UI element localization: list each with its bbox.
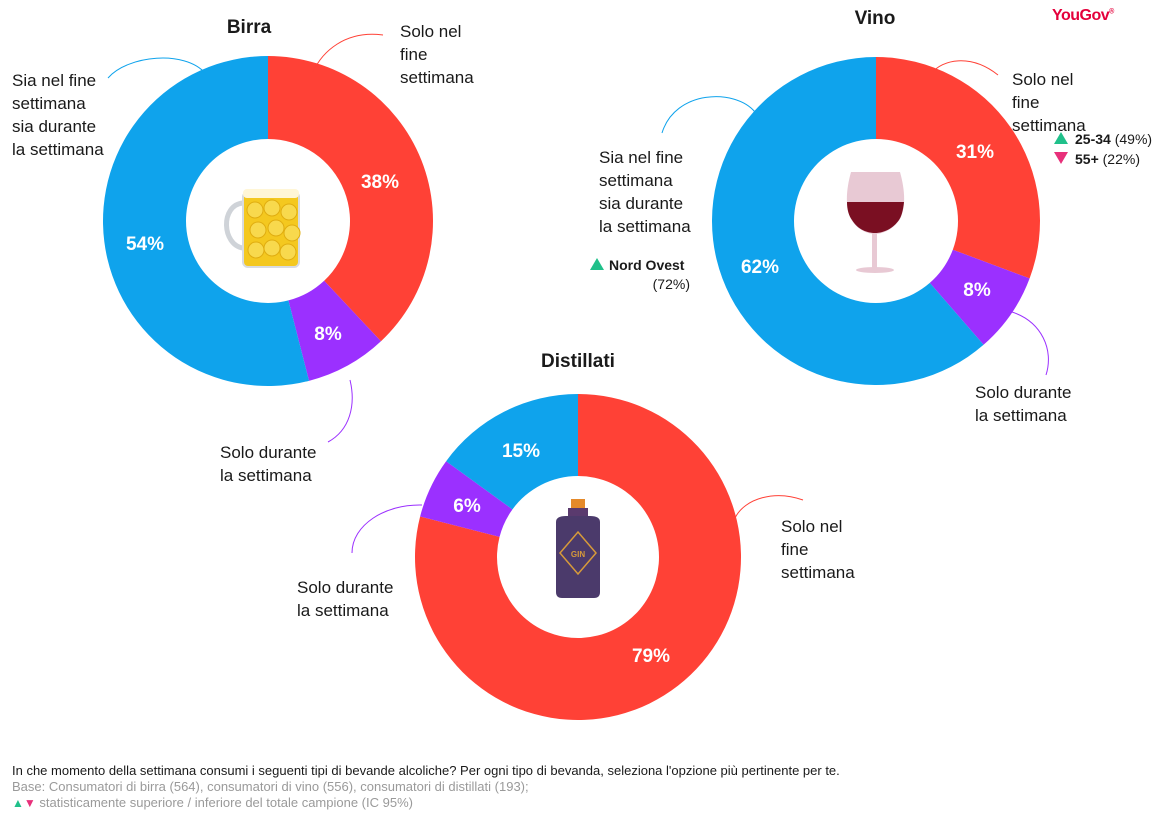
category-label-both: settimana	[599, 171, 673, 190]
category-label-weekday: la settimana	[975, 406, 1067, 425]
chart-title: Distillati	[541, 351, 615, 372]
category-label-weekend: settimana	[400, 68, 474, 87]
leader-line-weekend	[931, 60, 999, 76]
slice-weekend	[268, 56, 433, 342]
category-label-weekend: Solo nel	[1012, 70, 1073, 89]
bubble	[247, 241, 265, 259]
survey-question: In che momento della settimana consumi i…	[12, 763, 840, 778]
category-label-both: settimana	[12, 94, 86, 113]
glass-stem	[872, 233, 877, 269]
slice-weekday	[929, 249, 1030, 345]
leader-line-weekday	[351, 504, 423, 554]
data-label-weekend: 38%	[361, 172, 399, 193]
data-label-both: 62%	[741, 257, 779, 278]
yougov-logo: YouGov®	[1052, 7, 1114, 24]
bubble	[246, 201, 264, 219]
category-label-weekend: Solo nel	[781, 517, 842, 536]
category-label-weekend: fine	[781, 540, 808, 559]
chart-footer: In che momento della settimana consumi i…	[12, 763, 1152, 811]
bubble	[267, 219, 285, 237]
triangle-down-icon	[1054, 152, 1068, 164]
slice-both	[102, 56, 310, 386]
significance-annotation-group: Nord Ovest	[609, 257, 685, 273]
chart-title: Birra	[227, 17, 272, 38]
category-label-both: sia durante	[12, 117, 96, 136]
leader-line-both	[661, 96, 756, 134]
significance-note: ▲▼ statisticamente superiore / inferiore…	[12, 795, 1152, 811]
category-label-both: la settimana	[599, 217, 691, 236]
bubble	[263, 239, 281, 257]
category-label-both: Sia nel fine	[599, 148, 683, 167]
glass-base	[856, 267, 894, 273]
bottle-label-frame	[559, 530, 597, 576]
category-label-both: Sia nel fine	[12, 71, 96, 90]
slice-weekend	[876, 57, 1040, 279]
bubble	[263, 199, 281, 217]
leader-line-weekend	[312, 33, 384, 73]
bubble	[280, 203, 298, 221]
data-label-weekday: 6%	[453, 496, 481, 517]
donut-chart-birra: Birra 38% Solo nel fine settimana 8% Solo dura…	[12, 17, 474, 485]
bottle-neck	[568, 508, 588, 517]
data-label-weekday: 8%	[314, 324, 342, 345]
significance-annotation-value: (72%)	[653, 276, 690, 292]
bubble	[283, 224, 301, 242]
category-label-weekend: fine	[400, 45, 427, 64]
significance-annotation: 25-34 (49%)	[1075, 131, 1152, 147]
data-label-weekend: 79%	[632, 646, 670, 667]
slice-weekday	[288, 280, 381, 381]
significance-annotation: 55+ (22%)	[1075, 151, 1140, 167]
donut-chart-distillati: Distillati 79% Solo nel fine settimana 6% Solo…	[297, 351, 855, 720]
bottle-cap	[571, 499, 585, 509]
leader-line-weekend	[734, 495, 804, 519]
slice-both	[711, 57, 984, 385]
gin-bottle-icon: GIN	[556, 499, 600, 598]
mug-foam	[243, 189, 299, 198]
mug-handle	[224, 200, 244, 251]
survey-base: Base: Consumatori di birra (564), consum…	[12, 779, 529, 794]
leader-line-both	[107, 57, 206, 79]
wine-glass-icon	[846, 172, 905, 273]
data-label-both: 15%	[502, 441, 540, 462]
category-label-weekend: Solo nel	[400, 22, 461, 41]
category-label-weekday: Solo durante	[297, 578, 393, 597]
donut-chart-vino: Vino 31% Solo nel fine settimana 8% Solo duran…	[599, 8, 1086, 425]
chart-title: Vino	[855, 8, 896, 29]
bubble	[249, 221, 267, 239]
bottle-label-text: GIN	[571, 550, 585, 559]
triangle-up-icon	[1054, 132, 1068, 144]
leader-line-weekday	[327, 379, 353, 443]
category-label-both: la settimana	[12, 140, 104, 159]
leader-line-weekday	[1011, 311, 1049, 376]
triangle-down-icon: ▼	[23, 796, 36, 810]
data-label-weekend: 31%	[956, 142, 994, 163]
significance-text: statisticamente superiore / inferiore de…	[39, 795, 413, 810]
category-label-weekday: Solo durante	[220, 443, 316, 462]
wine	[847, 202, 904, 233]
triangle-up-icon	[590, 258, 604, 270]
category-label-weekend: settimana	[1012, 116, 1086, 135]
slice-weekend	[415, 394, 741, 720]
data-label-both: 54%	[126, 234, 164, 255]
category-label-weekend: settimana	[781, 563, 855, 582]
category-label-weekend: fine	[1012, 93, 1039, 112]
data-label-weekday: 8%	[963, 280, 991, 301]
slice-weekday	[420, 461, 513, 537]
triangle-up-icon: ▲	[12, 796, 24, 810]
category-label-weekday: la settimana	[297, 601, 389, 620]
category-label-weekday: la settimana	[220, 466, 312, 485]
beer-mug-icon	[224, 189, 301, 268]
bottle-body	[556, 516, 600, 598]
category-label-both: sia durante	[599, 194, 683, 213]
bubble	[279, 243, 297, 261]
category-label-weekday: Solo durante	[975, 383, 1071, 402]
slice-both	[446, 394, 578, 510]
